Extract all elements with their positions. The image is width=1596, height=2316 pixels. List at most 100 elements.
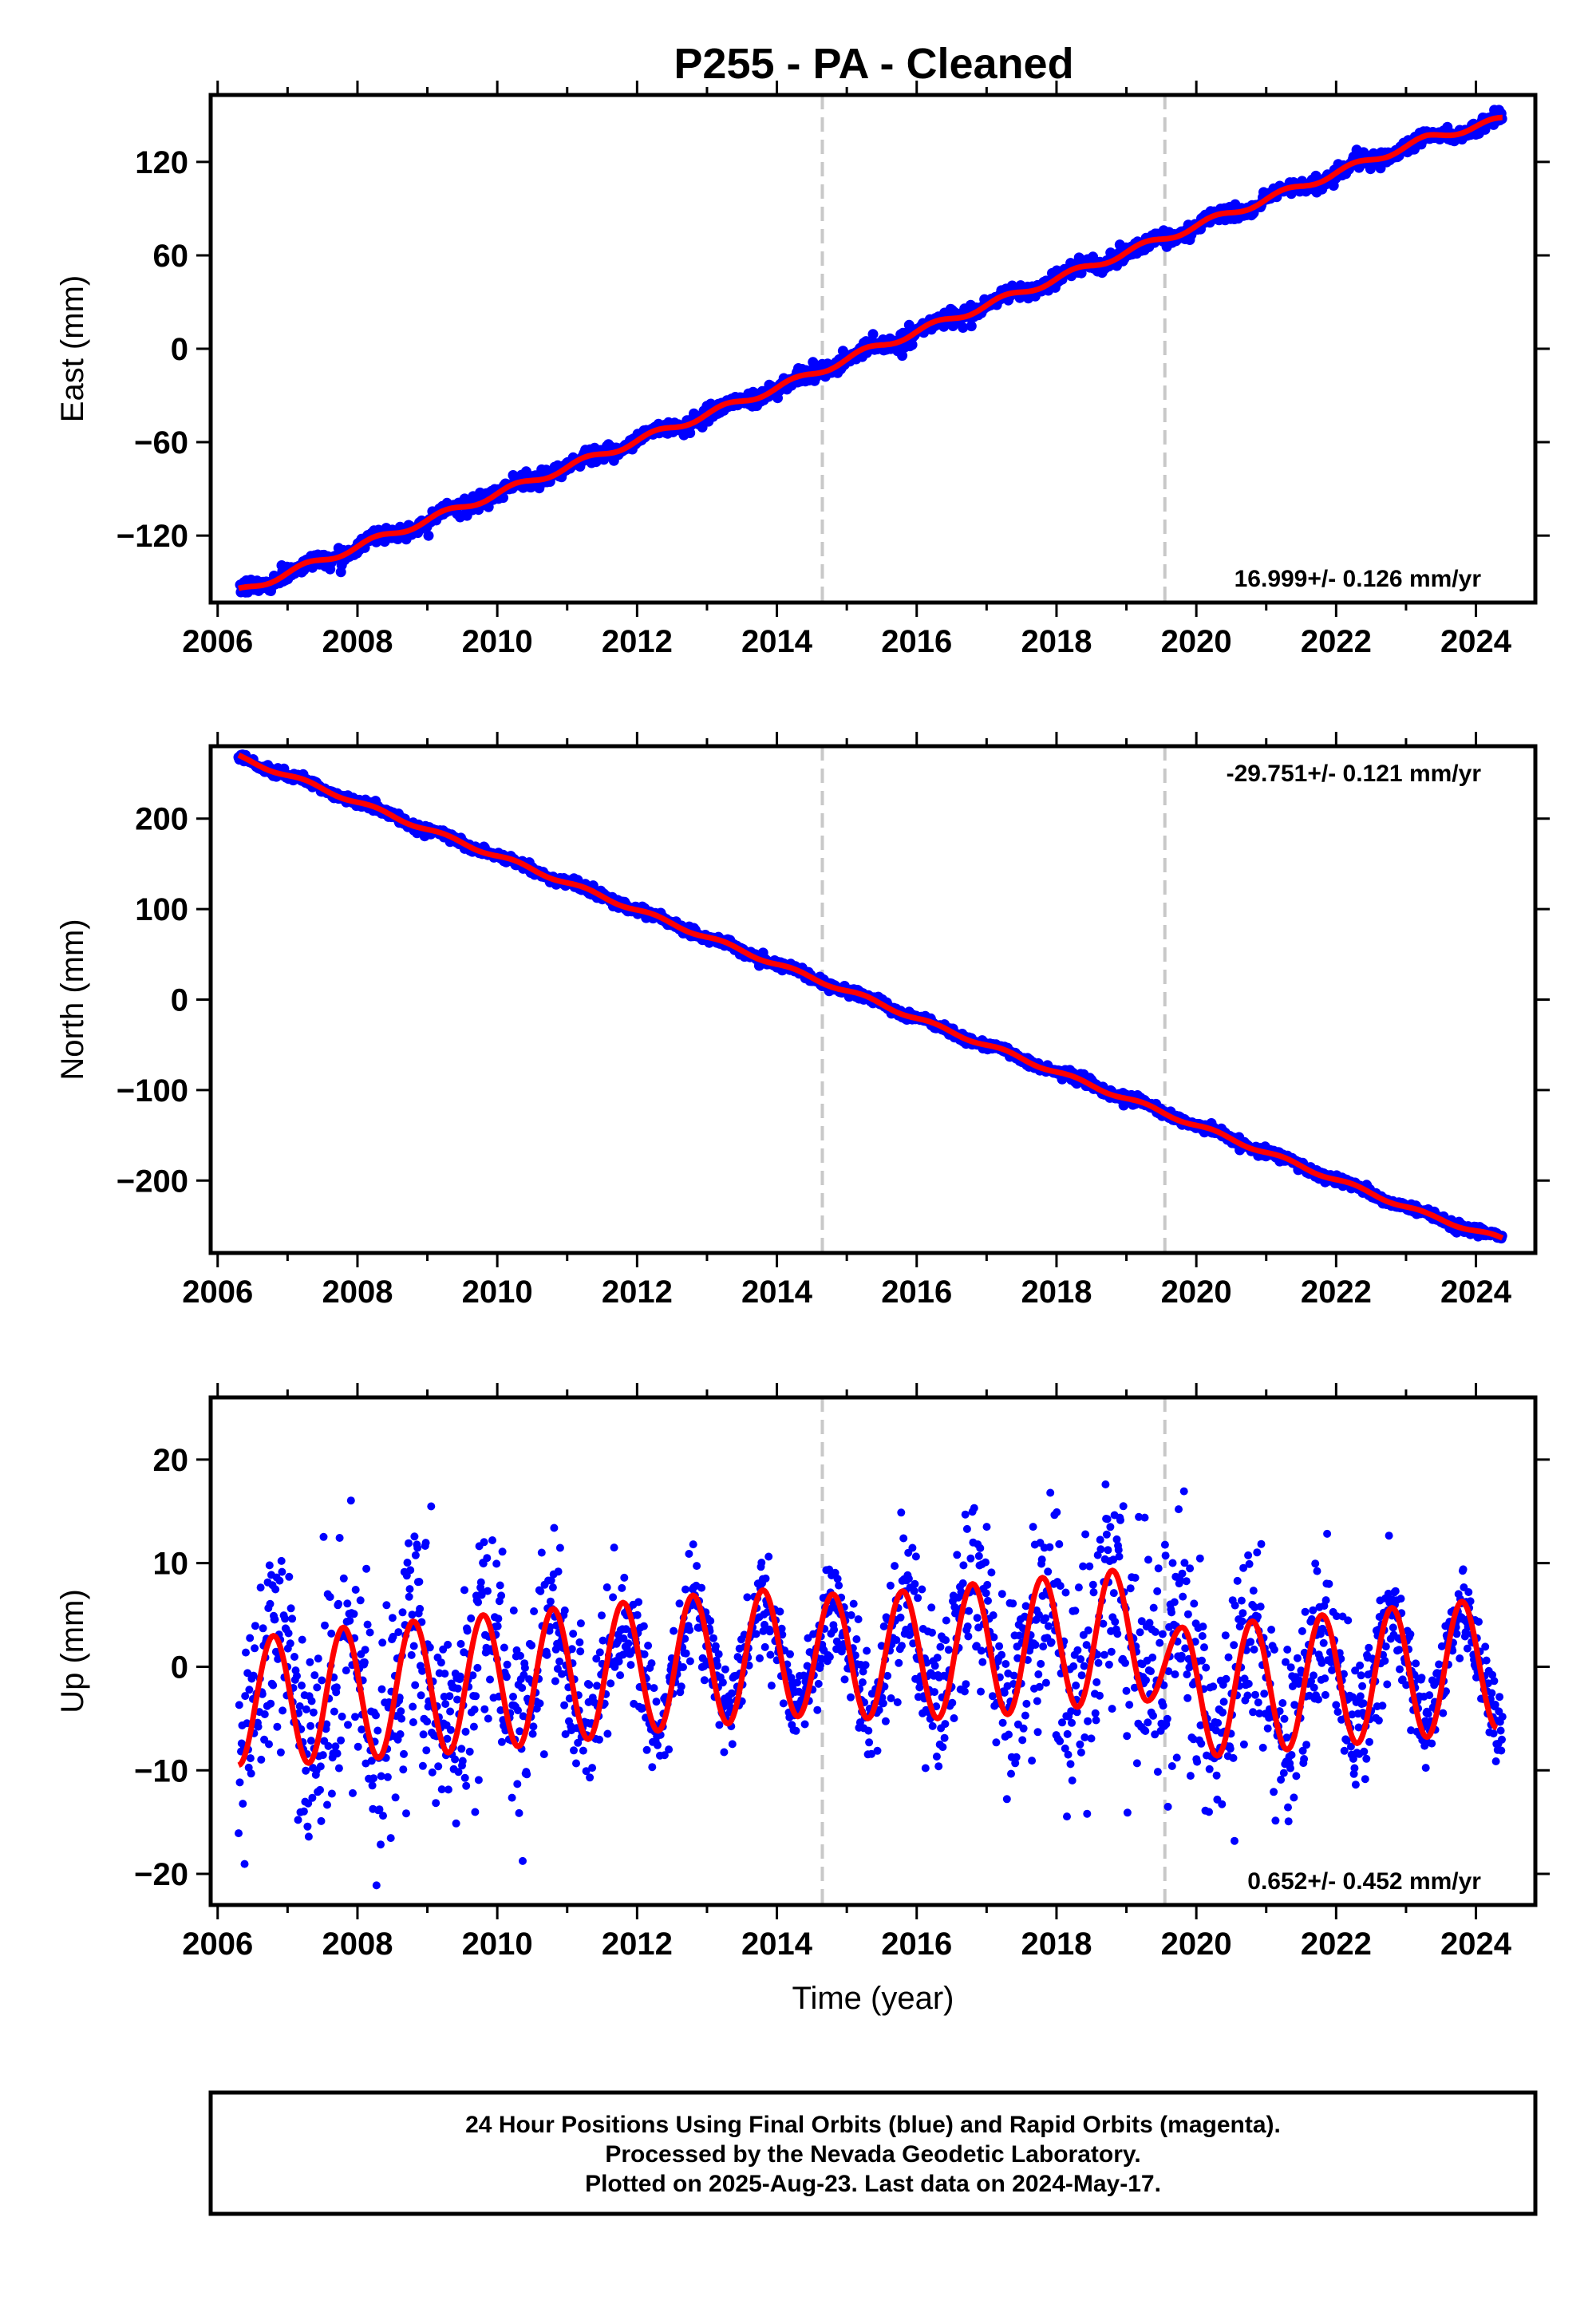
y-tick-label: −120 [117,519,188,554]
data-point [982,1589,990,1598]
data-point [647,1659,656,1668]
data-point [528,1729,537,1738]
data-point [375,1805,384,1814]
data-point [941,1720,950,1729]
data-point [1186,1564,1195,1573]
data-point [1283,1646,1292,1654]
data-point [1137,1617,1146,1626]
data-point [1045,1543,1054,1551]
data-point [409,1642,418,1650]
data-point [496,1581,504,1590]
data-point [567,1645,576,1654]
data-point [681,1585,689,1594]
data-point [351,1713,359,1721]
data-point [344,1721,352,1729]
data-point [1332,1701,1341,1709]
data-point [1183,1694,1192,1702]
data-point [1231,1601,1239,1610]
data-point [1239,1563,1248,1572]
data-point [700,1676,709,1685]
data-point [405,1539,413,1547]
data-point [1318,1624,1327,1633]
data-point [456,1672,464,1681]
data-point [498,492,508,504]
data-point [940,1733,949,1742]
data-point [582,1767,591,1776]
data-point [243,1669,252,1678]
data-point [330,1707,338,1716]
data-point [1321,1596,1330,1605]
data-point [271,1585,280,1594]
data-point [665,1745,674,1754]
data-point [322,1720,331,1729]
data-point [1022,1699,1031,1708]
data-point [516,1727,524,1736]
data-point [851,1651,859,1660]
data-point [377,1840,385,1849]
data-point [766,1650,775,1659]
y-tick-label: −60 [134,425,188,460]
data-point [896,1613,905,1622]
data-point [509,1693,517,1701]
data-point [585,1681,594,1690]
data-point [1237,1596,1246,1605]
data-point [681,1634,689,1643]
data-point [1323,1529,1332,1538]
data-point [303,1822,312,1831]
data-point [397,1707,405,1716]
data-point [418,1761,427,1770]
data-point [235,1829,243,1838]
data-point [1160,1540,1169,1549]
data-point [1005,1730,1013,1739]
data-point [425,1643,434,1652]
data-point [494,1614,503,1623]
data-point [776,1607,784,1616]
data-point [1041,1614,1050,1622]
data-point [257,1755,266,1764]
data-point [958,322,969,333]
data-point [1293,1654,1302,1662]
data-point [904,1575,913,1583]
data-point [1163,1714,1171,1723]
data-point [451,1755,460,1764]
data-point [492,1559,501,1568]
data-point [1148,1653,1157,1662]
data-point [976,1543,985,1552]
data-point [286,1604,295,1613]
data-point [1189,1735,1198,1744]
y-tick-label: 200 [135,802,188,837]
data-point [321,1621,329,1630]
data-point [873,1746,882,1755]
data-point [1115,1552,1124,1561]
data-point [360,1658,369,1666]
data-point [720,1748,729,1757]
data-point [1123,1732,1132,1741]
data-point [1067,1707,1076,1716]
data-point [551,1677,559,1686]
data-point [486,1675,494,1684]
data-point [1153,1587,1162,1595]
data-point [1108,1705,1116,1713]
data-point [677,1682,685,1691]
data-point [977,1687,985,1696]
data-point [756,1654,764,1662]
data-point [338,1712,346,1721]
data-point [1089,1588,1098,1597]
data-point [1279,1769,1288,1777]
data-point [309,1708,318,1717]
data-point [1063,1812,1071,1821]
data-point [1094,1658,1103,1667]
data-point [1170,1598,1179,1607]
chart-title: P255 - PA - Cleaned [674,40,1073,88]
data-point [1144,1718,1152,1727]
data-point [1053,1508,1061,1516]
data-point [444,1640,452,1649]
data-point [574,1738,583,1747]
data-point [1072,1682,1080,1690]
data-point [830,1626,839,1634]
data-point [1028,1757,1037,1765]
data-point [281,1614,290,1623]
data-point [256,1583,265,1592]
data-point [833,1575,842,1583]
data-point [235,1778,244,1787]
